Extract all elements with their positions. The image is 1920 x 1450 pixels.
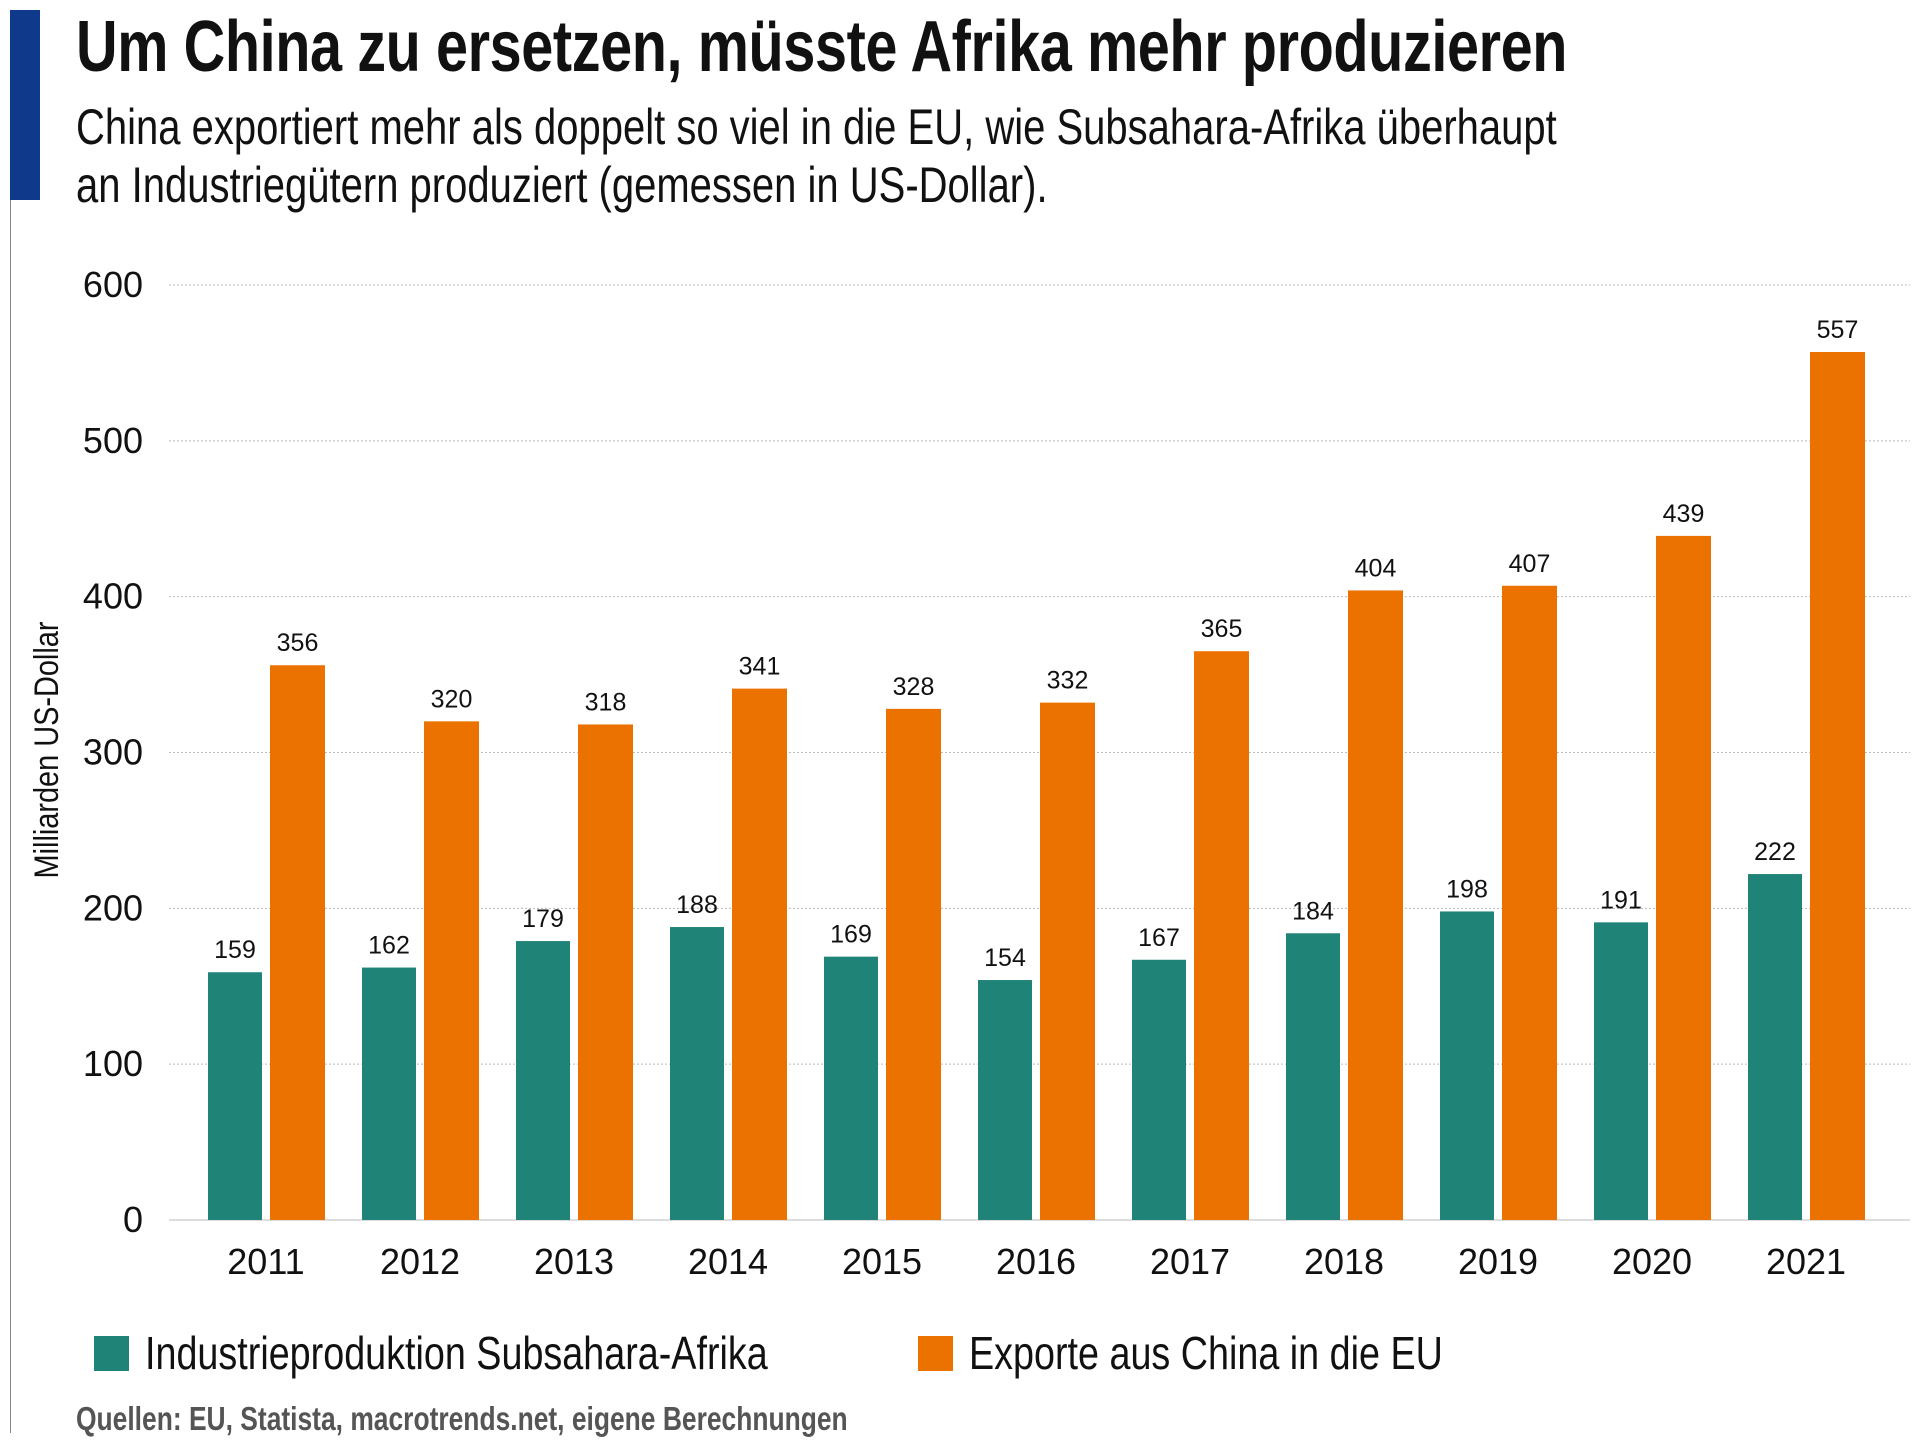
x-tick-label: 2018 [1304,1241,1384,1282]
data-label: 169 [830,921,872,949]
data-label: 222 [1754,838,1796,866]
bar-china [886,708,941,1220]
bar-africa [978,980,1032,1220]
x-tick-label: 2020 [1612,1241,1692,1282]
data-label: 332 [1047,667,1089,695]
bar-africa [670,927,724,1220]
legend-label: Industrieproduktion Subsahara-Afrika [145,1327,768,1379]
bar-china [1656,535,1711,1220]
data-label: 167 [1138,924,1180,952]
bar-china [270,665,325,1220]
legend-item-china: Exporte aus China in die EU [918,1327,1547,1379]
data-label: 404 [1355,554,1397,582]
x-tick-label: 2013 [534,1241,614,1282]
data-label: 341 [739,653,781,681]
chart-subtitle: China exportiert mehr als doppelt so vie… [76,98,1557,214]
subtitle-line-1: China exportiert mehr als doppelt so vie… [76,99,1557,155]
bar-africa [1594,922,1648,1220]
bar-china [578,724,633,1220]
data-label: 184 [1292,897,1334,925]
bar-china [1040,702,1095,1220]
y-tick-label: 400 [83,576,143,617]
bar-africa [1440,911,1494,1220]
data-label: 320 [431,685,473,713]
y-tick-label: 200 [83,887,143,928]
data-label: 318 [585,688,627,716]
legend-label: Exporte aus China in die EU [969,1327,1443,1379]
bar-china [424,721,479,1220]
y-tick-label: 500 [83,420,143,461]
legend-swatch-orange [918,1335,953,1371]
bar-china [1502,585,1557,1220]
data-label: 365 [1201,615,1243,643]
bar-africa [516,941,570,1220]
y-axis-label: Milliarden US-Dollar [27,622,66,879]
data-label: 159 [214,936,256,964]
data-label: 328 [893,673,935,701]
legend-item-africa: Industrieproduktion Subsahara-Afrika [94,1327,904,1379]
x-tick-label: 2016 [996,1241,1076,1282]
data-label: 557 [1817,316,1859,344]
data-label: 356 [277,629,319,657]
y-tick-label: 600 [83,264,143,305]
x-tick-label: 2017 [1150,1241,1230,1282]
x-tick-label: 2021 [1766,1241,1846,1282]
bar-africa [208,972,262,1220]
bar-africa [1132,959,1186,1220]
y-tick-label: 0 [123,1199,143,1240]
data-label: 191 [1600,886,1642,914]
bar-africa [1748,874,1802,1220]
y-tick-label: 300 [83,732,143,773]
x-tick-label: 2014 [688,1241,768,1282]
bar-africa [824,956,878,1220]
bar-china [1348,590,1403,1220]
data-label: 439 [1663,500,1705,528]
x-tick-label: 2019 [1458,1241,1538,1282]
x-tick-label: 2011 [227,1241,304,1282]
legend-swatch-teal [94,1335,129,1371]
accent-bar [10,10,40,200]
data-label: 198 [1446,875,1488,903]
y-tick-label: 100 [83,1043,143,1084]
data-label: 179 [522,905,564,933]
bar-africa [362,967,416,1220]
x-tick-label: 2015 [842,1241,922,1282]
data-label: 154 [984,944,1026,972]
bar-china [732,688,787,1220]
subtitle-line-2: an Industriegütern produziert (gemessen … [76,157,1048,213]
left-rule [10,200,11,1433]
data-label: 188 [676,891,718,919]
bar-africa [1286,933,1340,1220]
chart-title: Um China zu ersetzen, müsste Afrika mehr… [76,7,1568,87]
x-tick-label: 2012 [380,1241,460,1282]
data-label: 162 [368,932,410,960]
data-label: 407 [1509,550,1551,578]
bar-china [1810,352,1865,1221]
bar-china [1194,651,1249,1220]
source-note: Quellen: EU, Statista, macrotrends.net, … [76,1400,848,1437]
